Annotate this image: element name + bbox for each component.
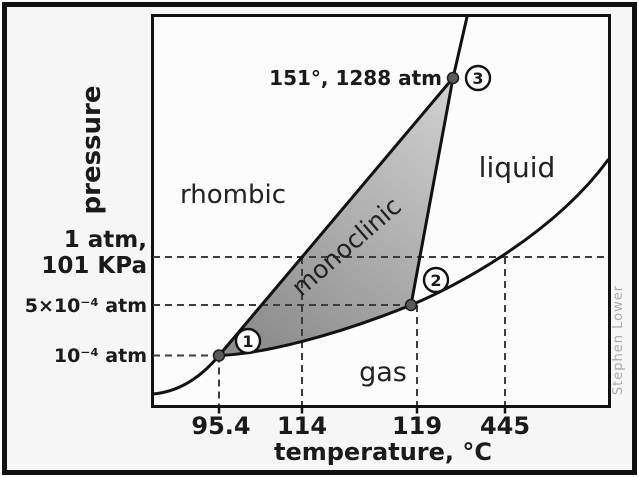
point-3-circle bbox=[464, 64, 492, 92]
region-label-liquid: liquid bbox=[479, 151, 556, 184]
liquid-gas-boundary bbox=[409, 158, 610, 307]
point-2-circle bbox=[422, 266, 450, 294]
point-2-number: 2 bbox=[430, 271, 441, 290]
point-3-number: 3 bbox=[472, 69, 483, 88]
monoclinic-liquid-boundary bbox=[409, 76, 455, 307]
fusion-line-upper bbox=[451, 15, 469, 80]
point-1-circle bbox=[234, 327, 262, 355]
xtick-label-445: 445 bbox=[480, 412, 530, 440]
x-axis-title: temperature, °C bbox=[274, 438, 492, 466]
pressure-label-5e-4atm: 5×10⁻⁴ atm bbox=[25, 295, 147, 317]
rhombic-monoclinic-boundary bbox=[217, 76, 455, 357]
point-3-marker: 3 bbox=[464, 64, 492, 92]
pressure-label-1atm-line2: 101 KPa bbox=[41, 253, 147, 279]
pressure-label-1e-4atm: 10⁻⁴ atm bbox=[54, 345, 147, 367]
watermark-credit: Stephen Lower bbox=[611, 285, 626, 395]
point-2-marker: 2 bbox=[422, 266, 450, 294]
triple-point-3-dot bbox=[446, 71, 460, 85]
point-1-number: 1 bbox=[242, 332, 253, 351]
triple-point-2-dot bbox=[404, 298, 418, 312]
region-label-gas: gas bbox=[359, 357, 407, 388]
xtick-label-119: 119 bbox=[392, 412, 442, 440]
point-3-annotation: 151°, 1288 atm bbox=[269, 66, 442, 90]
region-label-rhombic: rhombic bbox=[180, 180, 286, 210]
triple-point-1-dot bbox=[212, 349, 226, 362]
sublimation-curve bbox=[151, 354, 221, 396]
y-axis-title: pressure bbox=[77, 86, 107, 215]
monoclinic-gas-boundary bbox=[217, 303, 413, 357]
pressure-label-1atm-line1: 1 atm, bbox=[64, 227, 147, 253]
xtick-label-114: 114 bbox=[277, 412, 327, 440]
point-1-marker: 1 bbox=[234, 327, 262, 355]
xtick-label-95-4: 95.4 bbox=[191, 412, 250, 440]
